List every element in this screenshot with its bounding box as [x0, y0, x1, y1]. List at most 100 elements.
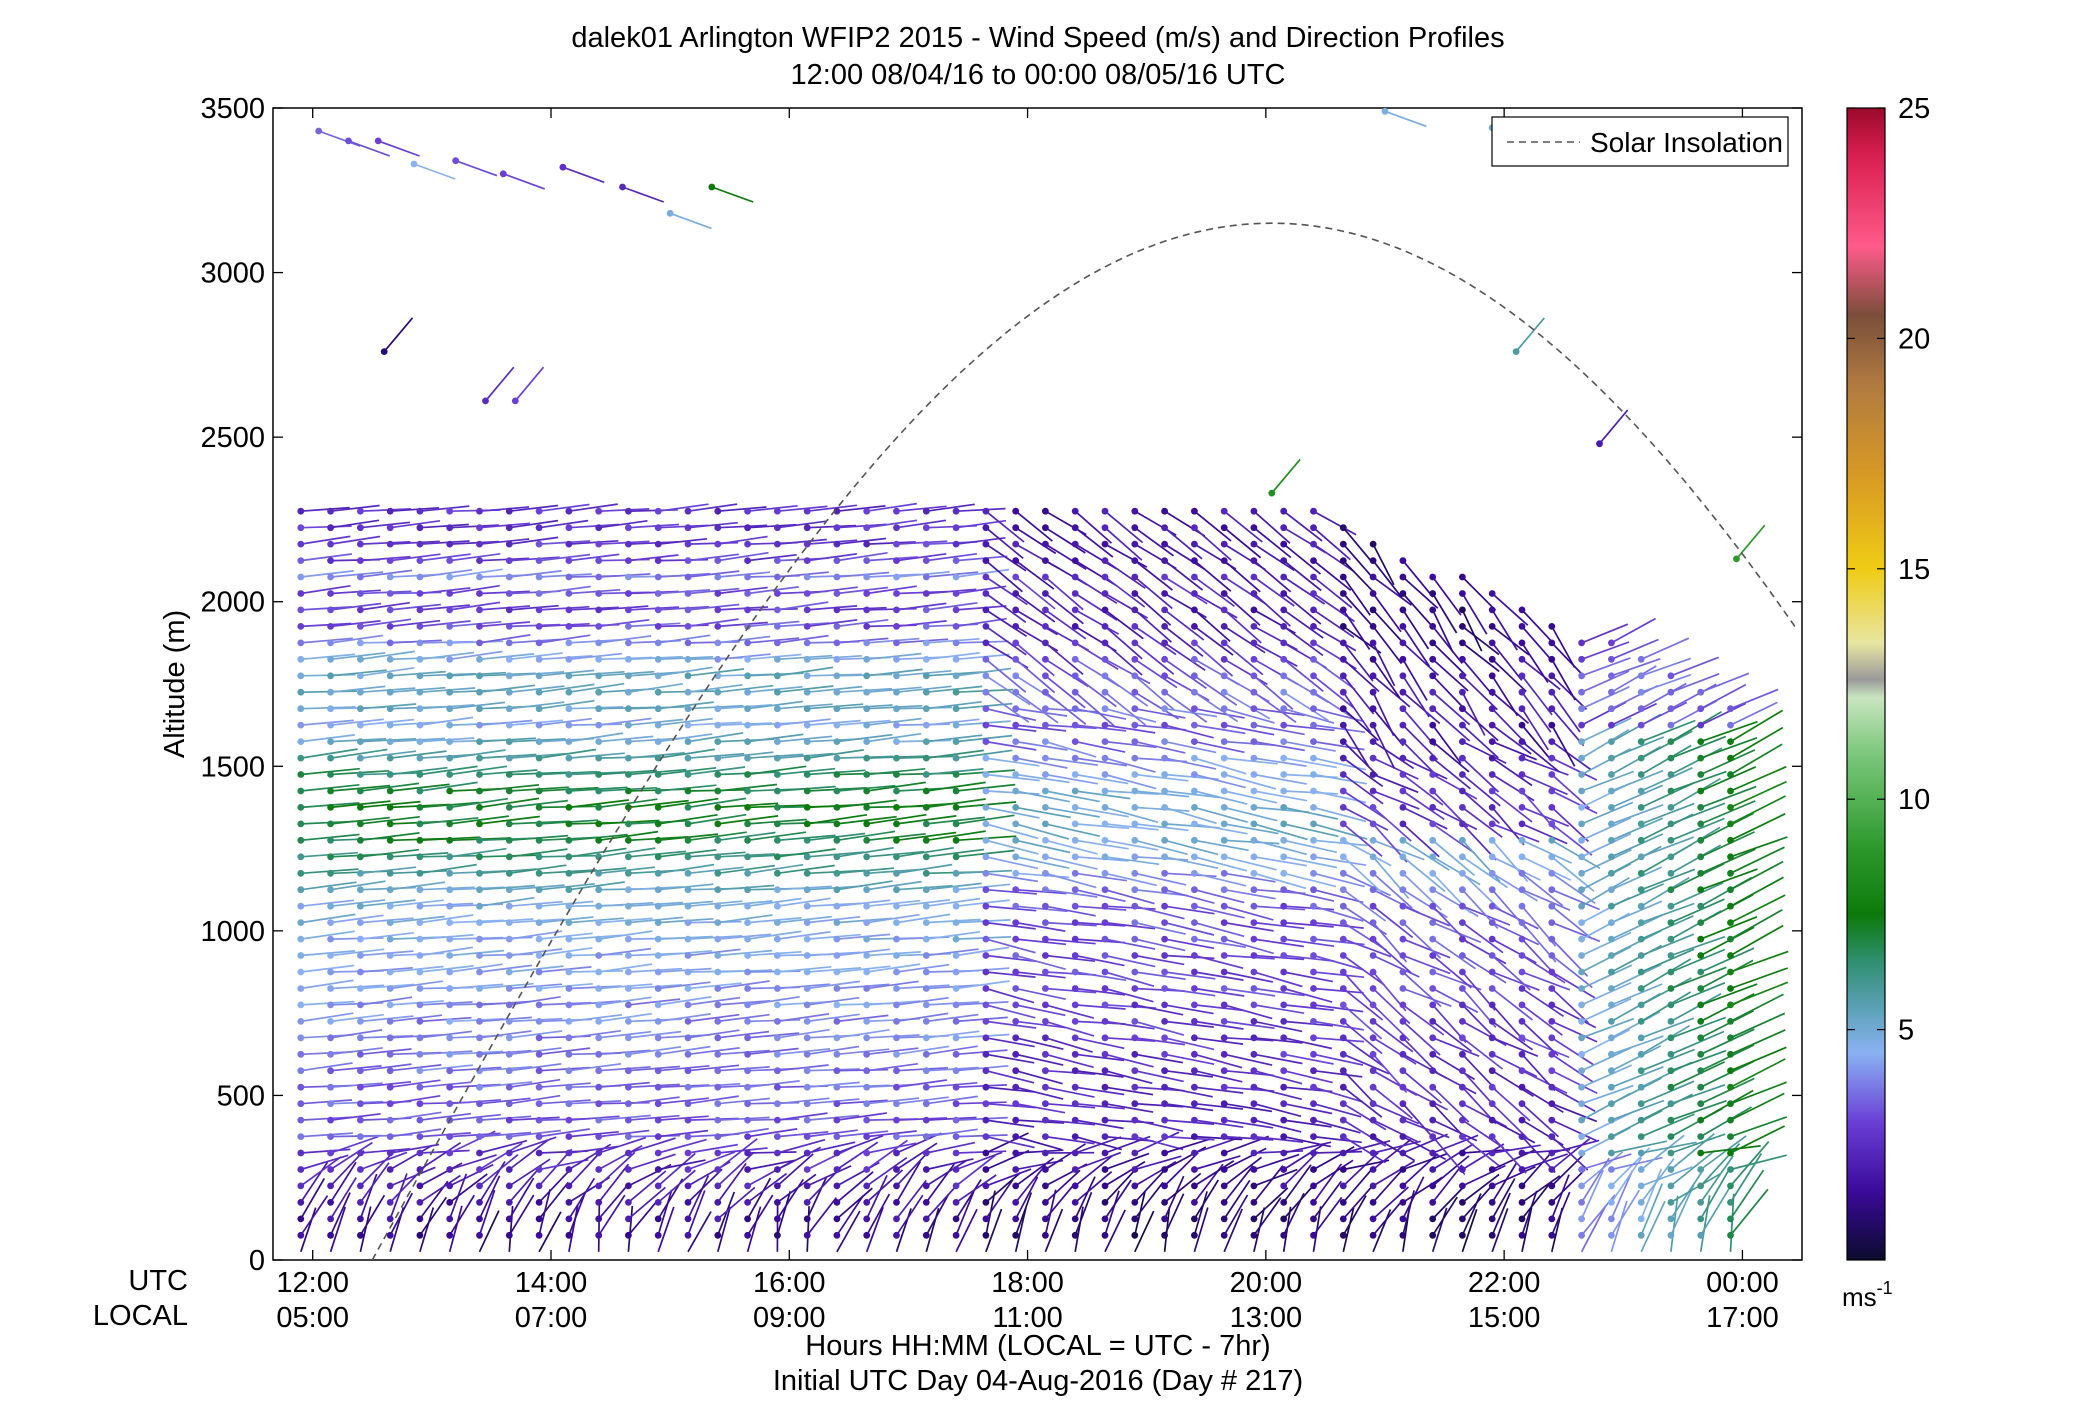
wind-barb-point — [1131, 1067, 1139, 1075]
wind-barb-staff — [1461, 1037, 1504, 1070]
wind-barb-point — [684, 853, 692, 861]
wind-barb-staff — [1402, 560, 1434, 598]
wind-barb-point — [1161, 1166, 1168, 1173]
wind-barb-point — [1429, 1034, 1437, 1042]
wind-barb-point — [535, 705, 543, 713]
wind-barb-point — [1518, 1001, 1526, 1009]
wind-barb-point — [922, 688, 930, 696]
wind-barb-point — [833, 935, 841, 943]
wind-barb-staff — [1551, 757, 1598, 781]
wind-barb-point — [1310, 721, 1317, 729]
wind-barb-point — [714, 886, 722, 894]
wind-barb-point — [1012, 557, 1020, 564]
wind-barb-staff — [1104, 855, 1160, 866]
wind-barb-point — [1012, 952, 1020, 959]
wind-barb-staff — [300, 964, 355, 973]
wind-barb-point — [1161, 820, 1168, 828]
wind-barb-point — [1191, 1215, 1198, 1223]
wind-barb-staff — [1491, 954, 1531, 991]
wind-barb-point — [565, 655, 573, 663]
wind-barb-point — [774, 1083, 781, 1091]
wind-barb-staff — [479, 590, 530, 595]
wind-barb-staff — [1402, 1020, 1441, 1056]
wind-barb-staff — [1729, 1153, 1763, 1203]
wind-barb-staff — [479, 522, 530, 529]
wind-barb-staff — [1402, 856, 1446, 893]
wind-barb-staff — [1551, 905, 1593, 940]
wind-barb-point — [1637, 1182, 1645, 1190]
wind-barb-point — [1191, 836, 1198, 844]
wind-barb-staff — [1164, 938, 1215, 950]
wind-barb-point — [952, 1182, 960, 1190]
wind-barb-point — [1339, 672, 1347, 680]
wind-barb-point — [1012, 935, 1020, 943]
wind-barb-point — [1250, 820, 1258, 828]
wind-barb-staff — [1491, 872, 1538, 902]
wind-barb-point — [625, 655, 632, 663]
wind-barb-staff — [1521, 1190, 1538, 1236]
wind-barb-staff — [598, 540, 650, 545]
wind-barb-point — [1220, 1166, 1228, 1173]
wind-barb-staff — [1015, 938, 1066, 946]
wind-barb-point — [446, 540, 454, 548]
wind-barb-staff — [1432, 1185, 1466, 1220]
wind-barb-staff — [1224, 954, 1275, 960]
wind-barb-point — [1488, 1149, 1496, 1157]
wind-barb-point — [416, 1001, 424, 1009]
wind-barb-staff — [539, 882, 595, 891]
wind-barb-staff — [1730, 709, 1784, 743]
wind-barb-staff — [1432, 1103, 1467, 1140]
wind-barb-point — [1310, 985, 1317, 992]
wind-barb-staff — [1670, 817, 1725, 842]
wind-barb-point — [565, 672, 573, 680]
wind-barb-staff — [1015, 740, 1068, 751]
wind-barb-point — [922, 573, 930, 581]
wind-barb-point — [774, 688, 781, 696]
wind-barb-point — [774, 1199, 781, 1206]
wind-barb-point — [982, 1100, 990, 1108]
wind-barb-staff — [985, 1119, 1035, 1128]
wind-barb-point — [863, 738, 871, 745]
wind-barb-point — [1042, 754, 1049, 762]
wind-barb-point — [595, 1231, 603, 1239]
wind-barb-staff — [1223, 527, 1262, 559]
upper-wind-barb-point — [1596, 440, 1603, 448]
wind-barb-staff — [777, 1097, 830, 1105]
wind-barb-point — [416, 1215, 424, 1223]
wind-barb-staff — [300, 913, 356, 924]
wind-barb-staff — [985, 921, 1036, 930]
wind-barb-point — [982, 623, 990, 630]
wind-barb-staff — [1164, 806, 1217, 825]
wind-barb-point — [327, 1166, 334, 1173]
wind-barb-staff — [1461, 1143, 1505, 1171]
wind-barb-staff — [985, 527, 1024, 560]
wind-barb-staff — [419, 1162, 463, 1187]
wind-barb-staff — [866, 1169, 904, 1204]
wind-barb-staff — [478, 1189, 496, 1236]
wind-barb-point — [297, 820, 305, 828]
wind-barb-staff — [1104, 625, 1143, 660]
wind-barb-point — [774, 787, 781, 795]
wind-barb-staff — [1134, 1102, 1184, 1108]
wind-barb-staff — [1670, 770, 1727, 792]
wind-barb-staff — [1164, 527, 1203, 560]
wind-barb-point — [1042, 886, 1049, 894]
wind-barb-point — [1220, 919, 1228, 926]
wind-barb-staff — [1610, 1200, 1628, 1253]
wind-barb-staff — [390, 519, 441, 529]
wind-barb-point — [625, 557, 632, 564]
wind-barb-staff — [807, 980, 861, 990]
wind-barb-point — [654, 886, 662, 894]
wind-barb-point — [476, 919, 483, 926]
wind-barb-point — [1548, 672, 1556, 680]
wind-barb-staff — [1581, 945, 1632, 973]
wind-barb-point — [1459, 886, 1466, 894]
upper-wind-barb-point — [619, 183, 626, 191]
wind-barb-staff — [539, 605, 590, 611]
wind-barb-point — [774, 606, 781, 614]
wind-barb-staff — [1074, 675, 1117, 708]
wind-barb-point — [654, 1034, 662, 1042]
wind-barb-point — [1310, 507, 1317, 515]
wind-barb-staff — [1372, 740, 1415, 770]
wind-barb-point — [505, 557, 513, 564]
